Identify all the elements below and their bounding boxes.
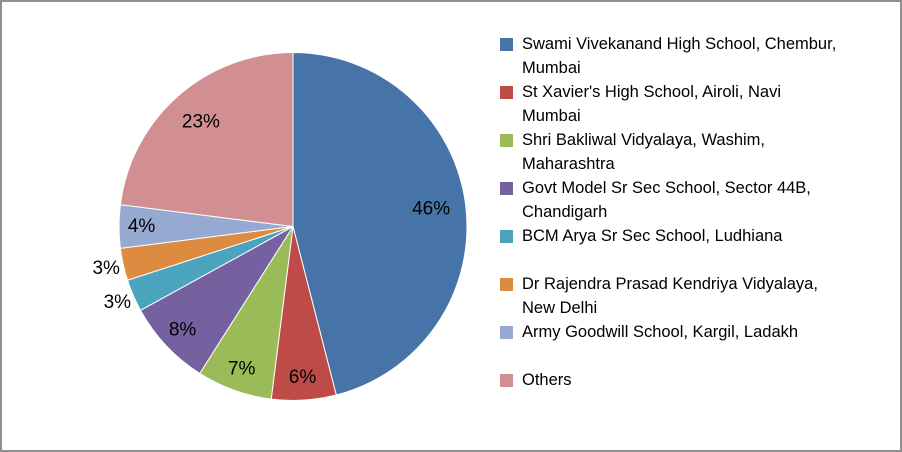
pie-slice-0 — [292, 51, 468, 396]
legend-label: Govt Model Sr Sec School, Sector 44B, Cha… — [522, 179, 811, 221]
legend-swatch-icon — [500, 182, 513, 195]
data-label-5: 3% — [92, 258, 120, 279]
legend-label: Shri Bakliwal Vidyalaya, Washim, Maharash… — [522, 131, 766, 173]
data-label-2: 7% — [228, 358, 256, 379]
legend-label: Army Goodwill School, Kargil, Ladakh — [522, 323, 799, 341]
legend-item-3: Govt Model Sr Sec School, Sector 44B, Cha… — [500, 176, 896, 224]
data-label-7: 23% — [182, 112, 220, 133]
legend-swatch-icon — [500, 326, 513, 339]
data-label-1: 6% — [289, 367, 317, 388]
legend-swatch-icon — [500, 374, 513, 387]
legend-item-4: BCM Arya Sr Sec School, Ludhiana — [500, 224, 896, 272]
legend-item-2: Shri Bakliwal Vidyalaya, Washim, Maharash… — [500, 128, 896, 176]
legend-item-6: Army Goodwill School, Kargil, Ladakh — [500, 320, 896, 368]
data-label-4: 3% — [104, 292, 132, 313]
legend: Swami Vivekanand High School, Chembur, Mu… — [500, 32, 896, 416]
data-label-0: 46% — [412, 199, 450, 220]
legend-label: Dr Rajendra Prasad Kendriya Vidyalaya, Ne… — [522, 275, 818, 317]
legend-swatch-icon — [500, 134, 513, 147]
legend-item-5: Dr Rajendra Prasad Kendriya Vidyalaya, Ne… — [500, 272, 896, 320]
legend-item-0: Swami Vivekanand High School, Chembur, Mu… — [500, 32, 896, 80]
data-label-3: 8% — [169, 320, 197, 341]
legend-swatch-icon — [500, 38, 513, 51]
data-label-6: 4% — [128, 216, 156, 237]
legend-label: St Xavier's High School, Airoli, Navi Mum… — [522, 83, 782, 125]
legend-label: Swami Vivekanand High School, Chembur, Mu… — [522, 35, 837, 77]
legend-swatch-icon — [500, 86, 513, 99]
legend-swatch-icon — [500, 230, 513, 243]
legend-item-1: St Xavier's High School, Airoli, Navi Mum… — [500, 80, 896, 128]
legend-swatch-icon — [500, 278, 513, 291]
legend-label: Others — [522, 371, 572, 389]
pie-slice-7 — [119, 51, 294, 228]
legend-item-7: Others — [500, 368, 896, 416]
legend-label: BCM Arya Sr Sec School, Ludhiana — [522, 227, 783, 245]
